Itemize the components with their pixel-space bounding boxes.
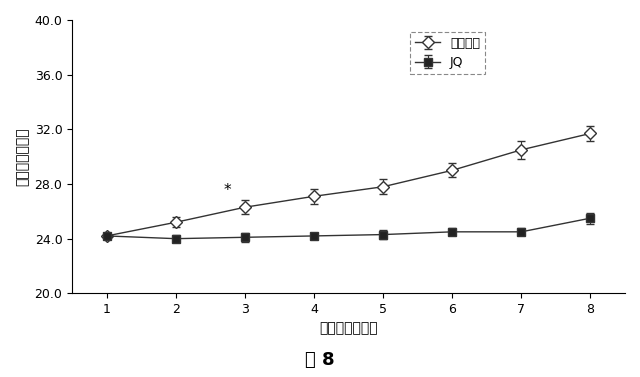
Legend: ビヒクル, JQ: ビヒクル, JQ [410, 32, 485, 74]
X-axis label: 摄食時間（週）: 摄食時間（週） [319, 322, 378, 336]
Text: 図 8: 図 8 [305, 351, 335, 369]
Y-axis label: 体重（グラム）: 体重（グラム） [15, 127, 29, 186]
Text: *: * [224, 183, 232, 198]
